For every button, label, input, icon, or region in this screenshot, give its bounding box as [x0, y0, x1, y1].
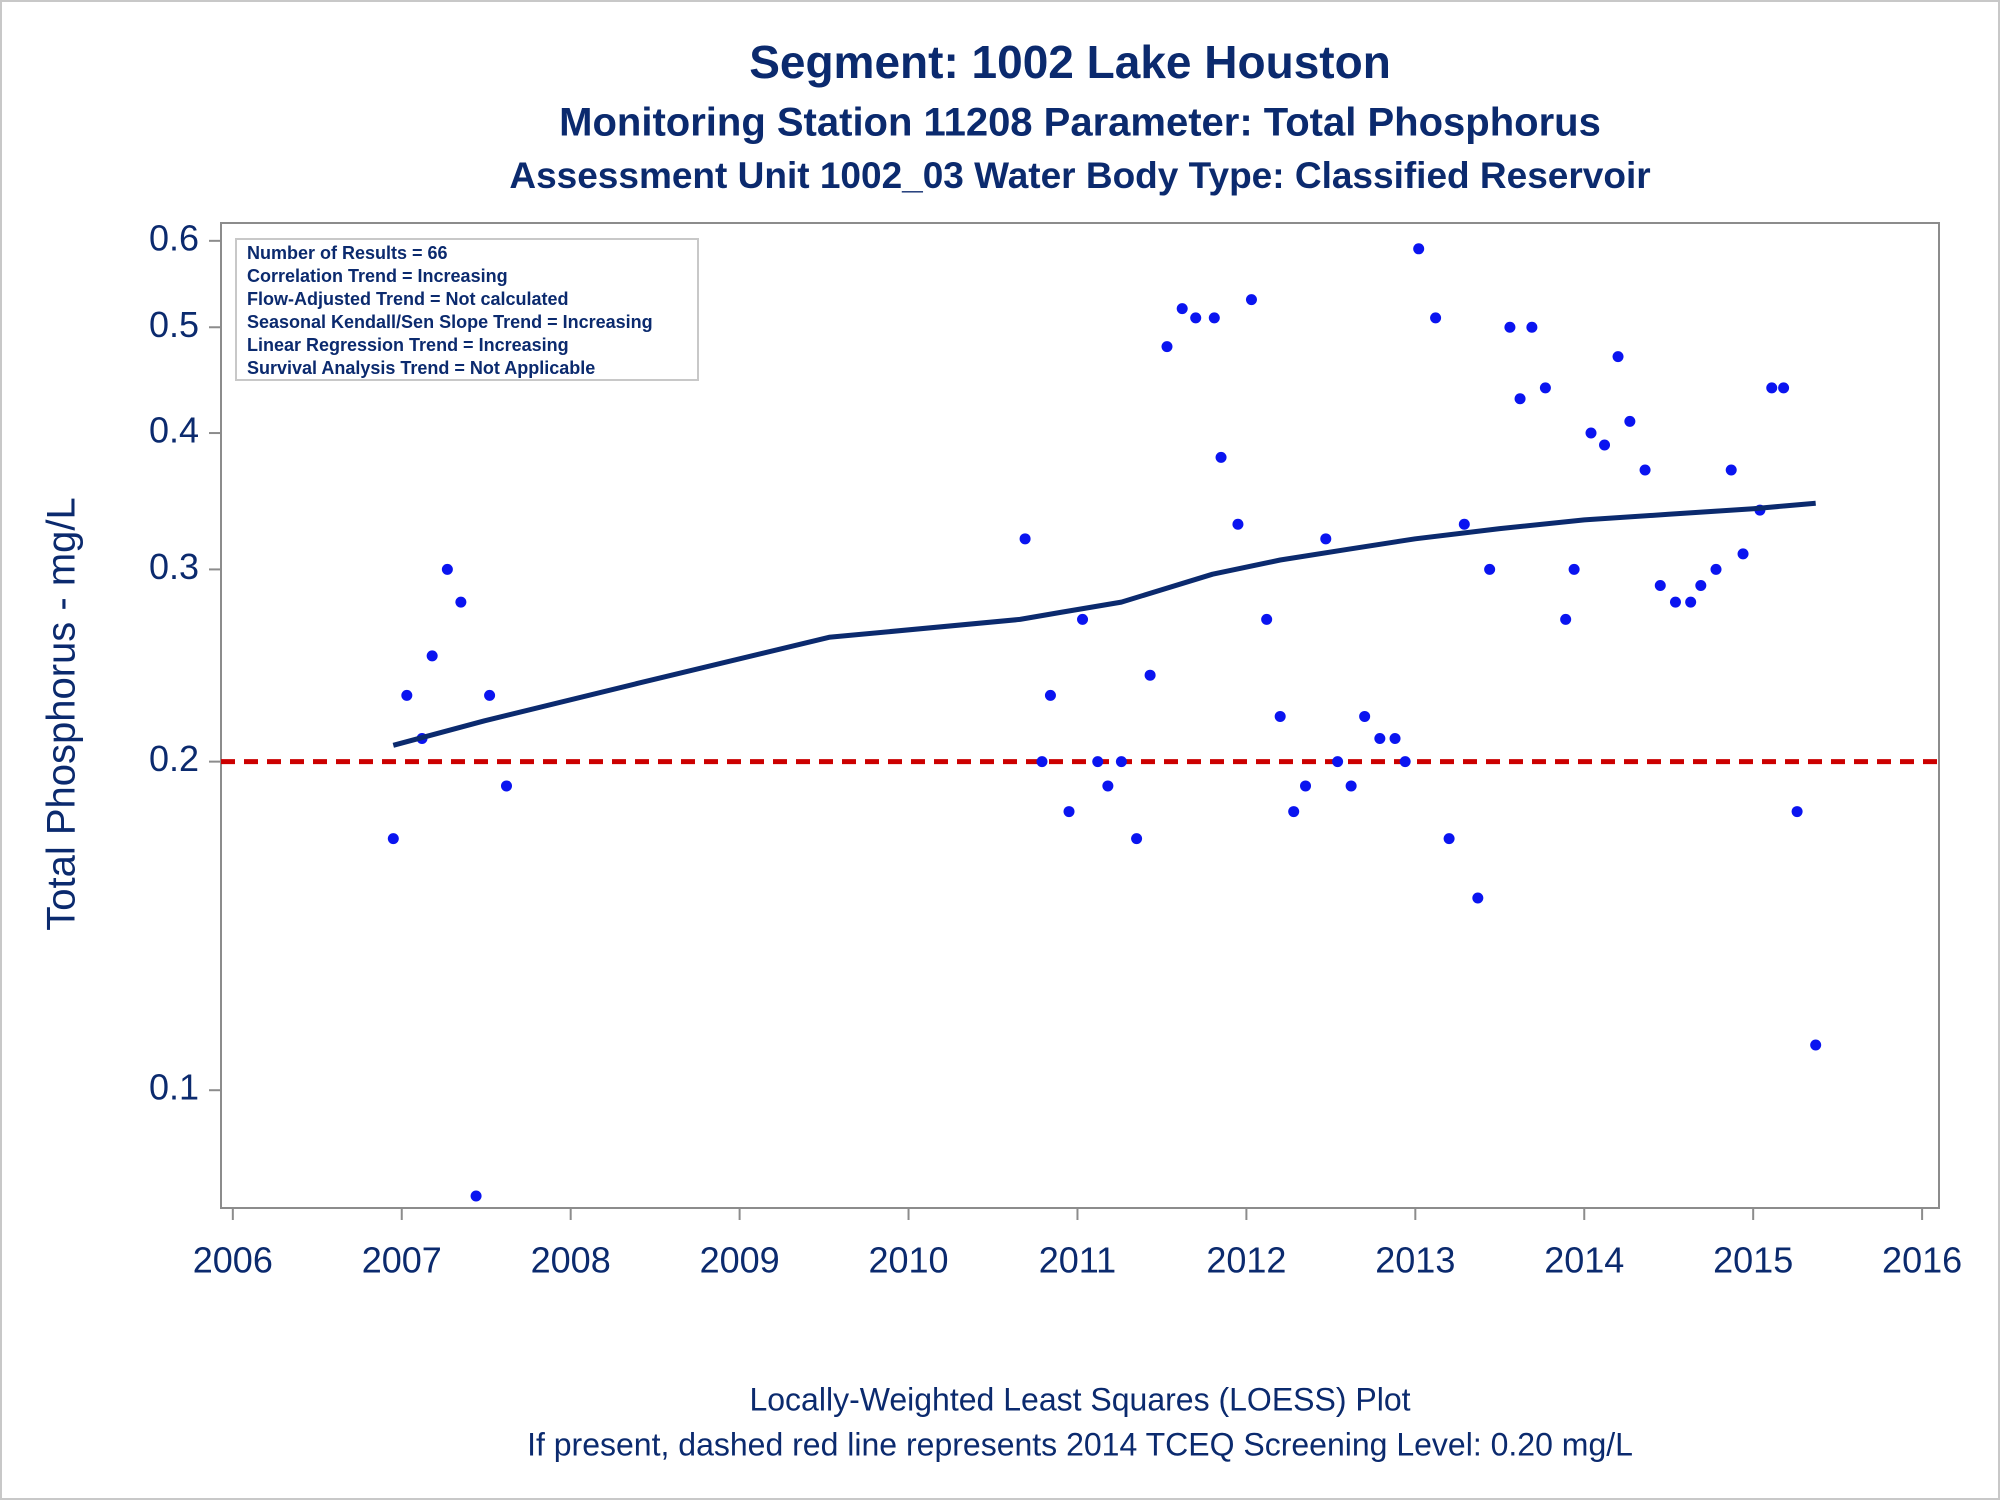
- data-point: [1345, 780, 1357, 792]
- footnote: If present, dashed red line represents 2…: [527, 1426, 1633, 1462]
- data-point: [441, 563, 453, 575]
- data-point: [1599, 439, 1611, 451]
- data-point: [401, 689, 413, 701]
- stats-line: Linear Regression Trend = Increasing: [247, 335, 569, 355]
- data-point: [1685, 596, 1697, 608]
- y-axis-label: Total Phosphorus - mg/L: [40, 497, 84, 931]
- data-point: [455, 596, 467, 608]
- x-tick-label: 2012: [1206, 1240, 1286, 1281]
- data-point: [470, 1190, 482, 1202]
- data-point: [1215, 451, 1227, 463]
- data-point: [1612, 351, 1624, 363]
- data-point: [1514, 393, 1526, 405]
- plot-area: [220, 222, 1940, 1209]
- data-point: [1443, 833, 1455, 845]
- data-point: [1639, 464, 1651, 476]
- data-point: [1245, 294, 1257, 306]
- data-point: [1261, 613, 1273, 625]
- y-tick-label: 0.3: [149, 546, 199, 587]
- data-point: [1115, 756, 1127, 768]
- stats-line: Flow-Adjusted Trend = Not calculated: [247, 289, 569, 309]
- data-point: [1669, 596, 1681, 608]
- x-tick-label: 2011: [1039, 1240, 1116, 1281]
- data-point: [1526, 321, 1538, 333]
- data-point: [1430, 312, 1442, 324]
- data-point: [1766, 382, 1778, 394]
- y-tick-label: 0.5: [149, 304, 199, 345]
- data-point: [1695, 579, 1707, 591]
- data-point: [1560, 613, 1572, 625]
- data-point: [1077, 613, 1089, 625]
- y-tick-label: 0.4: [149, 410, 199, 451]
- data-point: [1232, 518, 1244, 530]
- data-point: [1190, 312, 1202, 324]
- data-point: [1810, 1039, 1822, 1051]
- data-point: [1320, 533, 1332, 545]
- data-point: [1472, 892, 1484, 904]
- data-point: [1585, 427, 1597, 439]
- data-point: [1725, 464, 1737, 476]
- data-point: [1300, 780, 1312, 792]
- data-point: [1539, 382, 1551, 394]
- data-point: [1413, 243, 1425, 255]
- subtitle: Monitoring Station 11208 Parameter: Tota…: [559, 101, 1601, 145]
- subtitle: Assessment Unit 1002_03 Water Body Type:…: [509, 155, 1650, 196]
- chart-title: Segment: 1002 Lake Houston: [749, 36, 1391, 88]
- data-point: [1791, 806, 1803, 818]
- stats-box: [235, 238, 699, 381]
- data-point: [1654, 579, 1666, 591]
- x-tick-label: 2007: [362, 1240, 442, 1281]
- data-point: [1710, 563, 1722, 575]
- data-point: [1484, 563, 1496, 575]
- data-point: [1019, 533, 1031, 545]
- data-point: [1332, 756, 1344, 768]
- data-point: [1092, 756, 1104, 768]
- data-point: [1399, 756, 1411, 768]
- data-point: [1374, 733, 1386, 745]
- data-point: [1568, 563, 1580, 575]
- data-point: [1044, 689, 1056, 701]
- data-point: [1102, 780, 1114, 792]
- data-point: [387, 833, 399, 845]
- data-point: [1458, 518, 1470, 530]
- data-point: [1036, 756, 1048, 768]
- data-point: [1737, 548, 1749, 560]
- x-tick-label: 2006: [193, 1240, 273, 1281]
- loess-line: [392, 500, 1816, 748]
- stats-line: Correlation Trend = Increasing: [247, 266, 508, 286]
- data-point: [1208, 312, 1220, 324]
- stats-line: Seasonal Kendall/Sen Slope Trend = Incre…: [247, 312, 653, 332]
- data-point: [1274, 710, 1286, 722]
- x-tick-label: 2014: [1544, 1240, 1624, 1281]
- footnote: Locally-Weighted Least Squares (LOESS) P…: [749, 1381, 1410, 1417]
- x-tick-label: 2016: [1882, 1240, 1962, 1281]
- data-point: [1359, 710, 1371, 722]
- stats-line: Survival Analysis Trend = Not Applicable: [247, 358, 595, 378]
- data-point: [1504, 321, 1516, 333]
- x-tick-label: 2008: [531, 1240, 611, 1281]
- data-point: [1161, 341, 1173, 353]
- data-point: [1288, 806, 1300, 818]
- stats-line: Number of Results = 66: [247, 243, 448, 263]
- data-point: [1063, 806, 1075, 818]
- data-point: [1624, 415, 1636, 427]
- data-point: [1144, 669, 1156, 681]
- x-tick-label: 2009: [700, 1240, 780, 1281]
- y-tick-label: 0.1: [149, 1067, 199, 1108]
- data-point: [484, 689, 496, 701]
- y-tick-label: 0.6: [149, 217, 199, 258]
- x-tick-label: 2015: [1713, 1240, 1793, 1281]
- data-point: [1176, 303, 1188, 315]
- data-point: [500, 780, 512, 792]
- x-tick-label: 2013: [1375, 1240, 1455, 1281]
- x-tick-label: 2010: [868, 1240, 948, 1281]
- y-tick-label: 0.2: [149, 738, 199, 779]
- data-point: [1131, 833, 1143, 845]
- data-point: [1389, 733, 1401, 745]
- data-point: [426, 650, 438, 662]
- data-point: [1778, 382, 1790, 394]
